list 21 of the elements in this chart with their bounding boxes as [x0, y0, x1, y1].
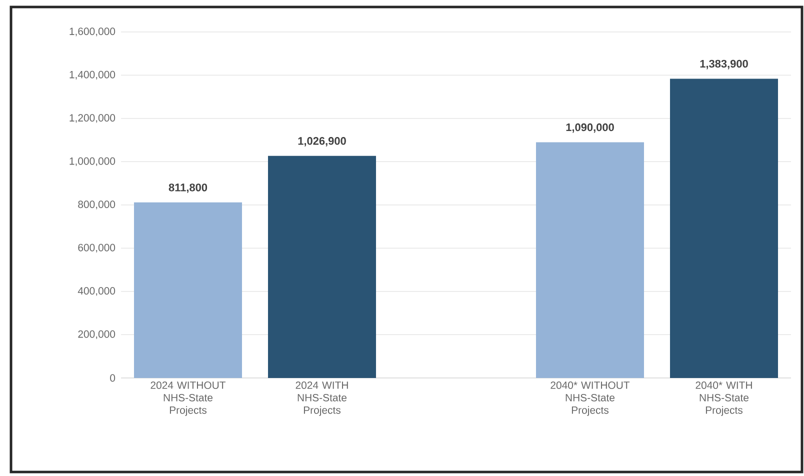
y-tick-label: 200,000 [78, 330, 116, 340]
y-tick-label: 1,200,000 [70, 114, 116, 123]
x-tick-label: 2024 WITHOUT NHS-State Projects [150, 382, 226, 416]
x-tick-label: 2040* WITHOUT NHS-State Projects [550, 382, 630, 416]
bar [670, 78, 778, 378]
bar [134, 202, 242, 378]
bar [268, 156, 376, 378]
data-label: 1,026,900 [298, 137, 346, 146]
y-tick-label: 1,600,000 [70, 28, 116, 36]
y-tick-label: 1,000,000 [70, 157, 116, 166]
x-tick-label: 2040* WITH NHS-State Projects [696, 382, 752, 416]
y-tick-label: 0 [110, 374, 116, 382]
data-label: 1,383,900 [700, 60, 748, 70]
x-tick-label: 2024 WITH NHS-State Projects [296, 382, 348, 416]
data-label: 1,090,000 [566, 123, 614, 133]
y-tick-label: 600,000 [78, 244, 116, 253]
y-tick-label: 400,000 [78, 287, 116, 296]
y-tick-label: 800,000 [78, 200, 116, 210]
bar [536, 142, 644, 378]
y-tick-label: 1,400,000 [70, 70, 116, 80]
data-label: 811,800 [168, 184, 208, 193]
